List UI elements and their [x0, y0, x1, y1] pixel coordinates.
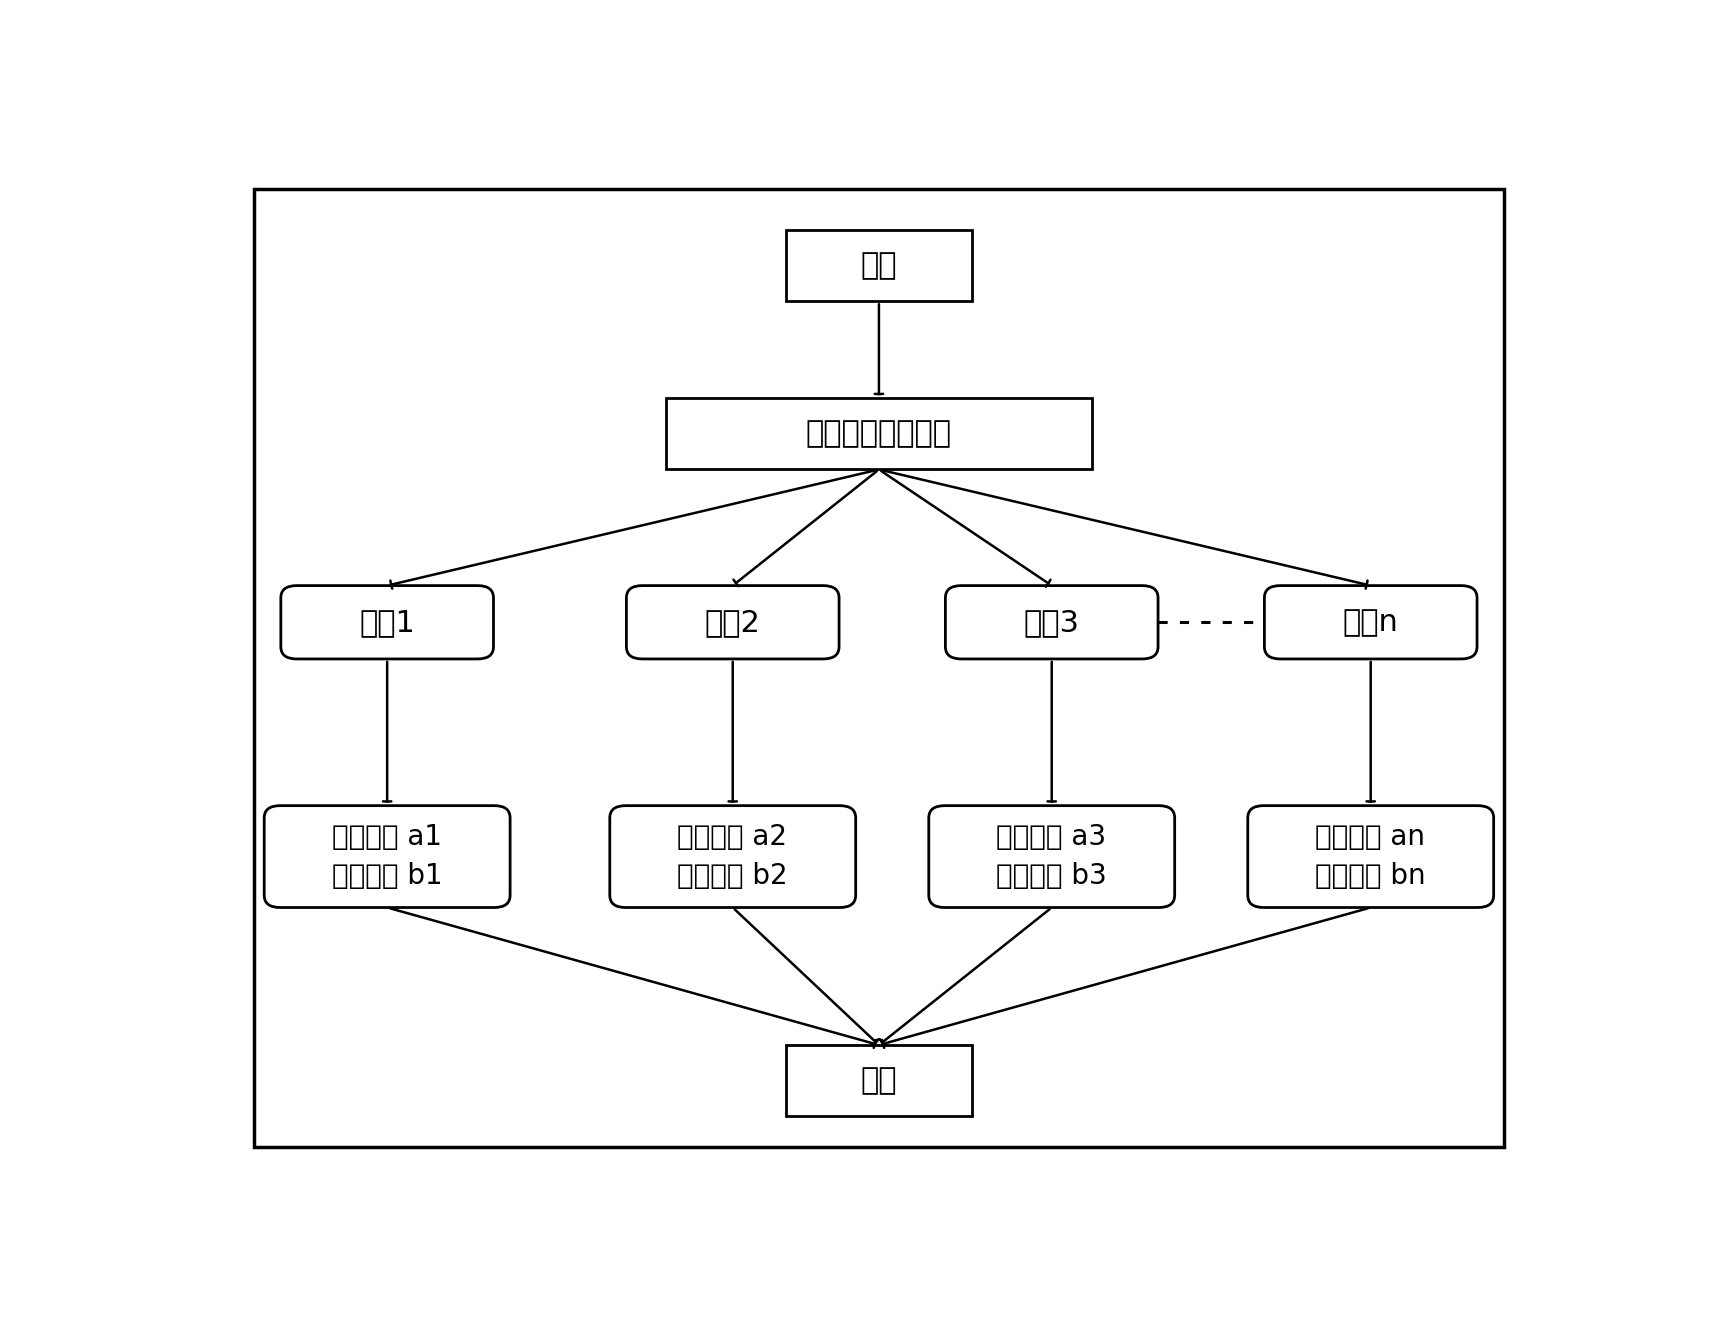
Text: 当前环境场景分析: 当前环境场景分析: [806, 419, 951, 448]
FancyBboxPatch shape: [264, 806, 509, 908]
FancyBboxPatch shape: [1263, 586, 1476, 659]
FancyBboxPatch shape: [254, 189, 1503, 1147]
FancyBboxPatch shape: [929, 806, 1174, 908]
Text: 温度调节 a1
风速调节 b1: 温度调节 a1 风速调节 b1: [331, 823, 442, 890]
Text: 开始: 开始: [860, 251, 896, 280]
FancyBboxPatch shape: [281, 586, 494, 659]
Text: 场景3: 场景3: [1023, 607, 1080, 636]
FancyBboxPatch shape: [1248, 806, 1493, 908]
Text: 温度调节 a3
风速调节 b3: 温度调节 a3 风速调节 b3: [996, 823, 1107, 890]
Text: 结束: 结束: [860, 1066, 896, 1095]
Text: 温度调节 an
风速调节 bn: 温度调节 an 风速调节 bn: [1315, 823, 1426, 890]
Text: 温度调节 a2
风速调节 b2: 温度调节 a2 风速调节 b2: [677, 823, 788, 890]
Text: 场景2: 场景2: [704, 607, 761, 636]
FancyBboxPatch shape: [665, 398, 1090, 470]
FancyBboxPatch shape: [785, 230, 972, 302]
FancyBboxPatch shape: [785, 1045, 972, 1117]
Text: 场景1: 场景1: [358, 607, 415, 636]
FancyBboxPatch shape: [610, 806, 855, 908]
FancyBboxPatch shape: [944, 586, 1157, 659]
Text: 场景n: 场景n: [1342, 607, 1399, 636]
FancyBboxPatch shape: [626, 586, 838, 659]
